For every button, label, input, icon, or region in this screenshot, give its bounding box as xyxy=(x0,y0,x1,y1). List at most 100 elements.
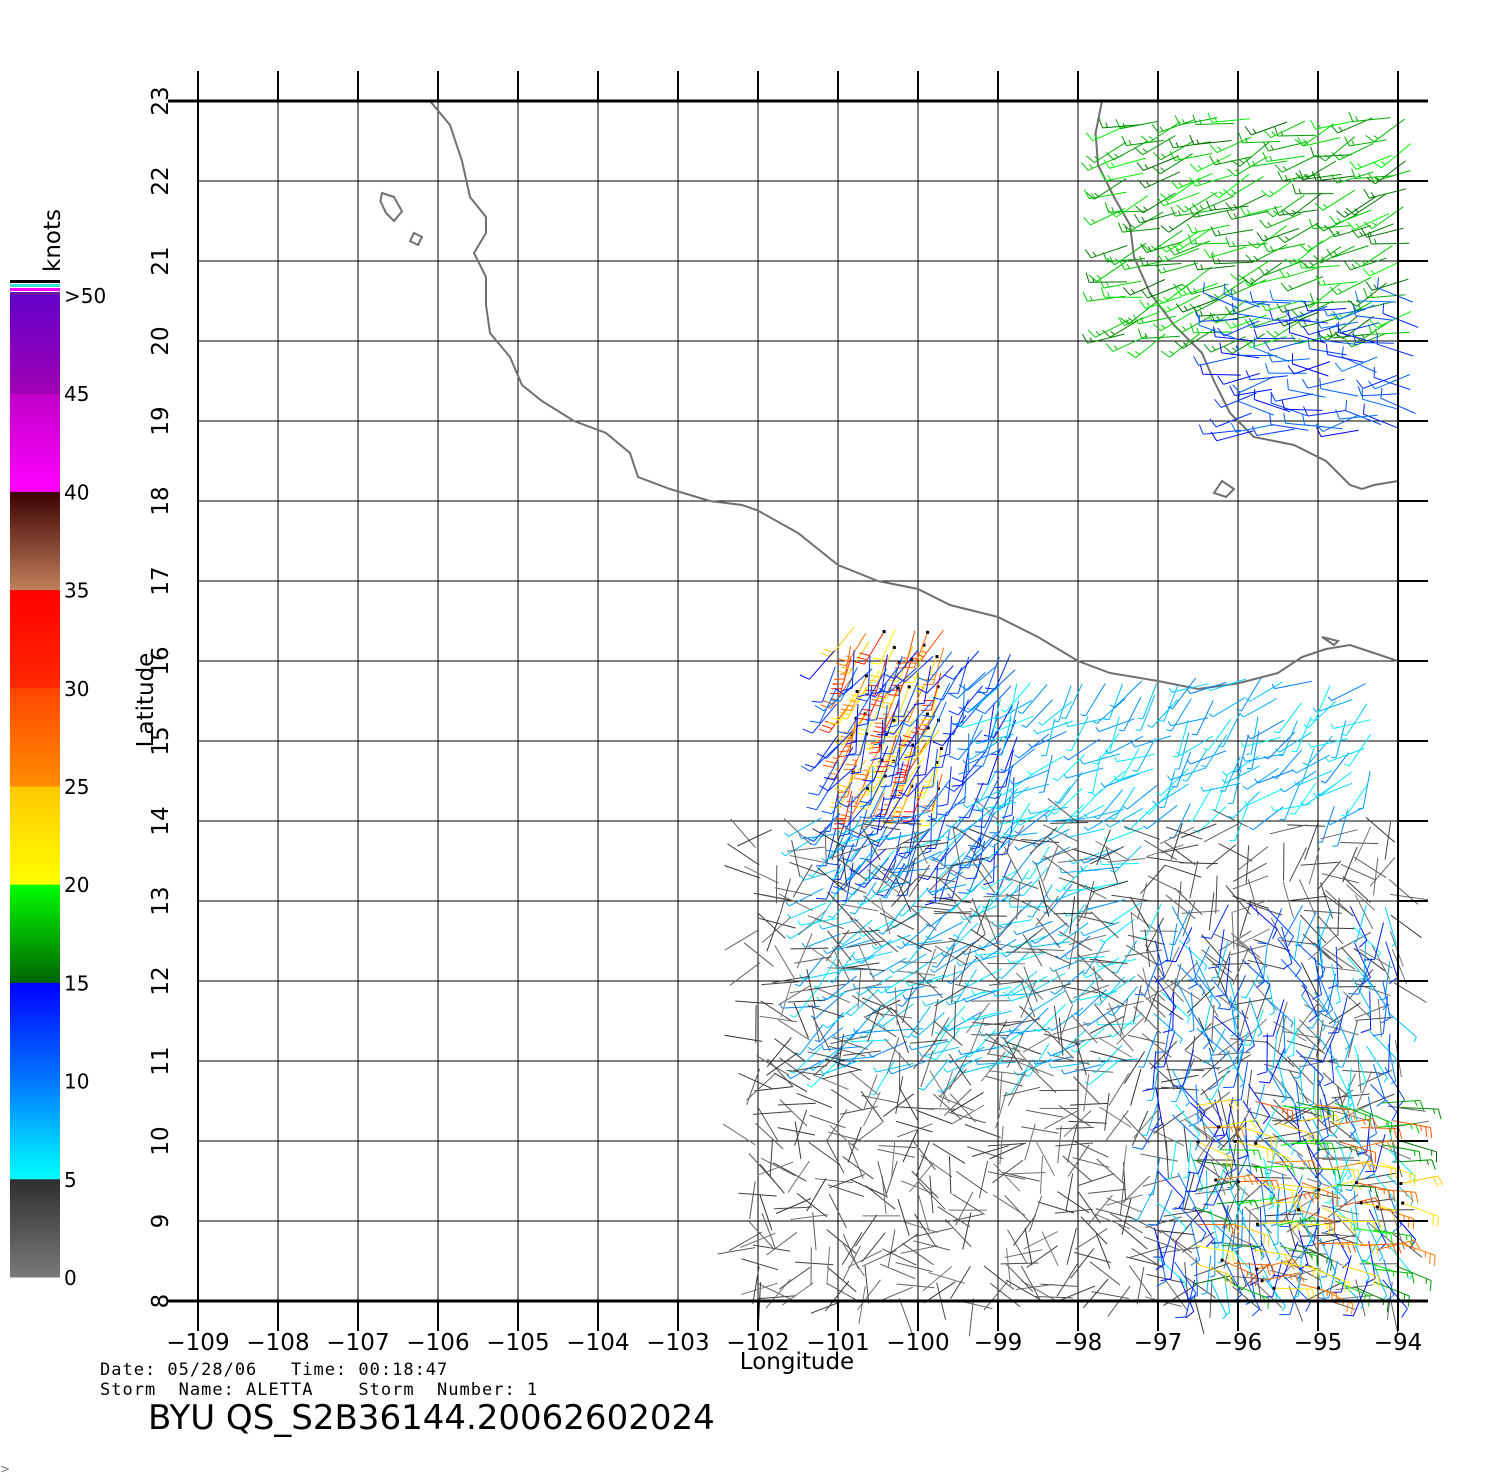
wind-barb-half-feather xyxy=(833,963,838,969)
wind-barb-feather xyxy=(939,753,950,758)
wind-barb xyxy=(1245,964,1265,998)
wind-barb-half-feather xyxy=(850,728,857,731)
wind-barb xyxy=(1267,155,1305,162)
wind-barb xyxy=(1087,808,1125,819)
wind-barb-feather xyxy=(1388,1189,1391,1201)
wind-barb xyxy=(1026,1109,1064,1118)
wind-barb xyxy=(912,828,928,864)
wind-barb-feather xyxy=(1322,305,1328,316)
wind-barb-feather xyxy=(1316,154,1326,162)
wind-barb xyxy=(1061,904,1085,937)
wind-barb xyxy=(760,1000,793,1023)
wind-barb xyxy=(984,1039,1021,1052)
wind-barb xyxy=(1089,958,1128,965)
wind-barb-half-feather xyxy=(1188,1029,1195,1033)
wind-barb xyxy=(1046,836,1077,862)
wind-barb xyxy=(841,817,877,835)
wind-barb xyxy=(756,1055,790,1076)
wind-barb-feather xyxy=(1277,1211,1288,1217)
wind-barb xyxy=(831,1036,869,1050)
wind-barb-feather xyxy=(1314,203,1324,211)
wind-barb-feather xyxy=(841,666,852,671)
wind-barb-half-feather xyxy=(1177,210,1181,216)
wind-barb xyxy=(1211,978,1236,1009)
wind-barb-feather xyxy=(1134,205,1144,214)
wind-barb-half-feather xyxy=(997,975,1003,979)
wind-barb xyxy=(1327,973,1336,1011)
wind-barb xyxy=(1083,1073,1090,1112)
wind-barb xyxy=(1368,1209,1387,1244)
wind-barb xyxy=(758,1295,797,1300)
wind-barb xyxy=(1197,265,1236,271)
wind-barb xyxy=(886,850,909,883)
wind-barb xyxy=(933,1093,962,1120)
wind-barb-feather xyxy=(1347,221,1355,230)
wind-barb-half-feather xyxy=(1274,748,1280,753)
wind-barb-half-feather xyxy=(962,803,968,808)
wind-barb xyxy=(1398,1242,1436,1256)
wind-barb-feather xyxy=(821,810,832,815)
wind-barb-half-feather xyxy=(1284,319,1289,325)
wind-barb-half-feather xyxy=(1015,821,1021,826)
wind-barb-feather xyxy=(1257,1150,1262,1161)
wind-barb xyxy=(1255,1142,1291,1160)
wind-barb xyxy=(1371,242,1410,245)
wind-barb xyxy=(1160,311,1194,332)
wind-barb-half-feather xyxy=(1024,877,1030,880)
wind-barb xyxy=(789,1065,828,1072)
wind-barb-feather xyxy=(833,740,844,746)
wind-barb xyxy=(1249,945,1266,982)
wind-barb-feather xyxy=(1237,1155,1248,1160)
wind-barb-half-feather xyxy=(1124,226,1128,232)
wind-barb-half-feather xyxy=(1047,1051,1052,1057)
wind-barb xyxy=(1095,1044,1123,1073)
wind-barb xyxy=(1250,375,1288,381)
wind-barb-half-feather xyxy=(1358,977,1365,980)
wind-barb xyxy=(1376,310,1412,329)
wind-barb-feather xyxy=(1156,1280,1167,1287)
wind-barb-feather xyxy=(948,710,959,716)
wind-barb-feather xyxy=(1309,292,1315,304)
wind-barb xyxy=(978,1160,989,1199)
wind-barb-half-feather xyxy=(1142,825,1148,830)
wind-barb xyxy=(1197,806,1227,833)
rain-flag-dot xyxy=(910,784,914,788)
wind-barb-feather xyxy=(1372,161,1382,169)
wind-barb-half-feather xyxy=(1345,1189,1352,1192)
wind-barb xyxy=(1356,282,1387,307)
wind-barb xyxy=(1350,1208,1359,1246)
wind-barb xyxy=(884,1160,898,1198)
rain-flag-dot xyxy=(883,774,887,778)
wind-barb xyxy=(957,656,970,694)
wind-barb-feather xyxy=(1290,334,1298,345)
wind-barb xyxy=(1211,1220,1240,1248)
wind-barb-feather xyxy=(1224,306,1232,316)
wind-barb xyxy=(1339,414,1378,420)
colorbar-bin-5-10 xyxy=(10,1080,60,1180)
wind-barb xyxy=(1175,1211,1201,1242)
wind-barb-feather xyxy=(952,721,964,726)
wind-barb-feather xyxy=(1267,352,1273,363)
wind-barb xyxy=(1287,276,1323,292)
wind-barb-half-feather xyxy=(962,997,967,1003)
wind-barb-feather xyxy=(1100,171,1107,182)
wind-barb xyxy=(1362,398,1400,410)
wind-barb-feather xyxy=(1312,1160,1317,1171)
mexico-pacific-coast xyxy=(429,100,1399,691)
wind-barb xyxy=(1088,1194,1113,1225)
y-tick-label: 11 xyxy=(148,1046,174,1075)
wind-barb xyxy=(825,929,850,962)
wind-barb-feather xyxy=(1147,1223,1159,1226)
wind-barb xyxy=(740,1232,776,1248)
wind-barb xyxy=(1138,315,1176,325)
wind-barb xyxy=(971,898,986,935)
wind-barb xyxy=(951,965,956,1004)
colorbar-label-5: 25 xyxy=(64,775,89,799)
wind-barb xyxy=(1281,926,1293,964)
wind-barb-half-feather xyxy=(1357,1230,1361,1237)
wind-barb-half-feather xyxy=(1084,813,1088,819)
wind-barb-feather xyxy=(1343,1281,1346,1292)
wind-barb xyxy=(1388,1244,1414,1276)
wind-barb xyxy=(1334,1102,1371,1118)
wind-barb-half-feather xyxy=(1089,295,1093,301)
